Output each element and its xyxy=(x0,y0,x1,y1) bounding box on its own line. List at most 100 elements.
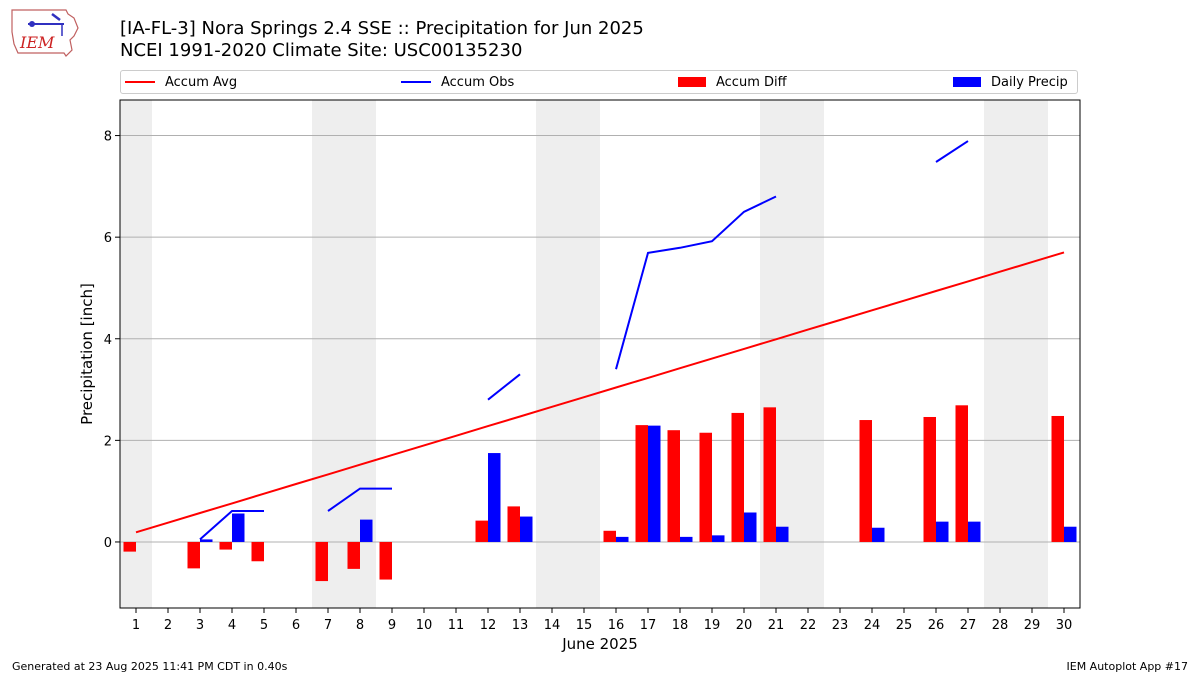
plot-frame xyxy=(119,99,1081,609)
chart-title: [IA-FL-3] Nora Springs 2.4 SSE :: Precip… xyxy=(120,18,644,39)
bar-daily-precip xyxy=(648,425,661,542)
legend-item-accum-avg: Accum Avg xyxy=(125,71,237,93)
x-tick-label: 30 xyxy=(1056,618,1073,633)
legend-swatch-accum-obs xyxy=(401,81,431,83)
chart-subtitle: NCEI 1991-2020 Climate Site: USC00135230 xyxy=(120,40,523,61)
legend-swatch-accum-avg xyxy=(125,81,155,83)
legend-item-daily-precip: Daily Precip xyxy=(953,71,1068,93)
x-tick-label: 29 xyxy=(1024,618,1041,633)
y-tick-label: 2 xyxy=(104,434,112,449)
weekend-band xyxy=(984,100,1048,608)
x-tick-label: 2 xyxy=(164,618,172,633)
line-accum-obs xyxy=(327,487,392,512)
x-tick-label: 16 xyxy=(608,618,625,633)
x-tick-label: 18 xyxy=(672,618,689,633)
y-tick-label: 4 xyxy=(104,333,112,348)
x-tick-label: 7 xyxy=(324,618,332,633)
bar-accum-diff xyxy=(219,541,232,550)
line-accum-obs xyxy=(615,195,777,370)
x-tick-label: 12 xyxy=(480,618,497,633)
vane-icon xyxy=(51,13,61,21)
line-accum-obs xyxy=(487,373,521,401)
line-accum-avg xyxy=(135,251,1065,534)
line-accum-obs xyxy=(199,510,264,541)
x-tick-label: 1 xyxy=(132,618,140,633)
x-tick-label: 21 xyxy=(768,618,785,633)
bar-daily-precip xyxy=(776,526,789,542)
bar-accum-diff xyxy=(635,425,648,542)
x-tick-label: 24 xyxy=(864,618,881,633)
x-tick-label: 13 xyxy=(512,618,529,633)
bar-accum-diff xyxy=(475,520,488,542)
bar-accum-diff xyxy=(379,541,392,580)
x-tick-label: 17 xyxy=(640,618,657,633)
x-tick-label: 14 xyxy=(544,618,561,633)
x-tick-label: 25 xyxy=(896,618,913,633)
x-tick-label: 22 xyxy=(800,618,817,633)
bar-accum-diff xyxy=(1051,415,1064,542)
bar-accum-diff xyxy=(859,420,872,542)
x-tick-label: 19 xyxy=(704,618,721,633)
footer-app-id: IEM Autoplot App #17 xyxy=(1066,660,1189,673)
y-axis-label: Precipitation [inch] xyxy=(78,283,96,425)
chart-legend: Accum Avg Accum Obs Accum Diff Daily Pre… xyxy=(120,70,1078,94)
legend-swatch-daily-precip xyxy=(953,77,981,87)
legend-item-accum-diff: Accum Diff xyxy=(678,71,787,93)
bar-accum-diff xyxy=(187,541,200,569)
x-tick-label: 23 xyxy=(832,618,849,633)
legend-swatch-accum-diff xyxy=(678,77,706,87)
legend-label-accum-avg: Accum Avg xyxy=(165,74,238,90)
x-tick-label: 5 xyxy=(260,618,268,633)
bar-daily-precip xyxy=(232,513,245,542)
bar-daily-precip xyxy=(968,521,981,542)
x-tick-label: 26 xyxy=(928,618,945,633)
bar-daily-precip xyxy=(744,512,757,542)
bar-accum-diff xyxy=(507,506,520,542)
y-tick-label: 6 xyxy=(104,231,112,246)
x-tick-label: 20 xyxy=(736,618,753,633)
x-tick-label: 8 xyxy=(356,618,364,633)
footer-generated: Generated at 23 Aug 2025 11:41 PM CDT in… xyxy=(12,660,288,673)
x-tick-label: 15 xyxy=(576,618,593,633)
legend-item-accum-obs: Accum Obs xyxy=(401,71,514,93)
y-tick-label: 8 xyxy=(104,130,112,145)
x-axis-label: June 2025 xyxy=(561,635,638,653)
weekend-band xyxy=(120,100,152,608)
x-tick-label: 11 xyxy=(448,618,465,633)
bar-accum-diff xyxy=(923,416,936,542)
x-tick-label: 9 xyxy=(388,618,396,633)
iowa-outline-icon xyxy=(11,9,79,57)
bar-daily-precip xyxy=(200,539,213,542)
x-tick-label: 28 xyxy=(992,618,1009,633)
bar-accum-diff xyxy=(699,432,712,542)
x-tick-label: 27 xyxy=(960,618,977,633)
gauge-icon xyxy=(29,21,35,27)
legend-label-accum-diff: Accum Diff xyxy=(716,74,787,90)
x-tick-label: 3 xyxy=(196,618,204,633)
legend-label-daily-precip: Daily Precip xyxy=(991,74,1068,90)
bar-accum-diff xyxy=(123,541,136,552)
y-tick-label: 0 xyxy=(104,536,112,551)
bar-daily-precip xyxy=(520,516,533,542)
x-tick-label: 6 xyxy=(292,618,300,633)
iem-logo: IEM xyxy=(11,9,79,57)
bar-daily-precip xyxy=(680,536,693,542)
bar-accum-diff xyxy=(667,430,680,542)
x-tick-label: 10 xyxy=(416,618,433,633)
weekend-band xyxy=(536,100,600,608)
bar-daily-precip xyxy=(936,521,949,542)
x-tick-label: 4 xyxy=(228,618,236,633)
logo-text: IEM xyxy=(19,33,55,52)
line-accum-obs xyxy=(935,140,969,163)
bar-daily-precip xyxy=(872,527,885,542)
bar-accum-diff xyxy=(251,541,264,562)
bar-daily-precip xyxy=(616,536,629,542)
bar-daily-precip xyxy=(488,453,501,542)
bar-accum-diff xyxy=(315,541,328,582)
bar-daily-precip xyxy=(360,519,373,542)
bar-daily-precip xyxy=(1064,526,1077,542)
bar-daily-precip xyxy=(712,535,725,542)
bar-accum-diff xyxy=(731,412,744,542)
bar-accum-diff xyxy=(603,530,616,542)
